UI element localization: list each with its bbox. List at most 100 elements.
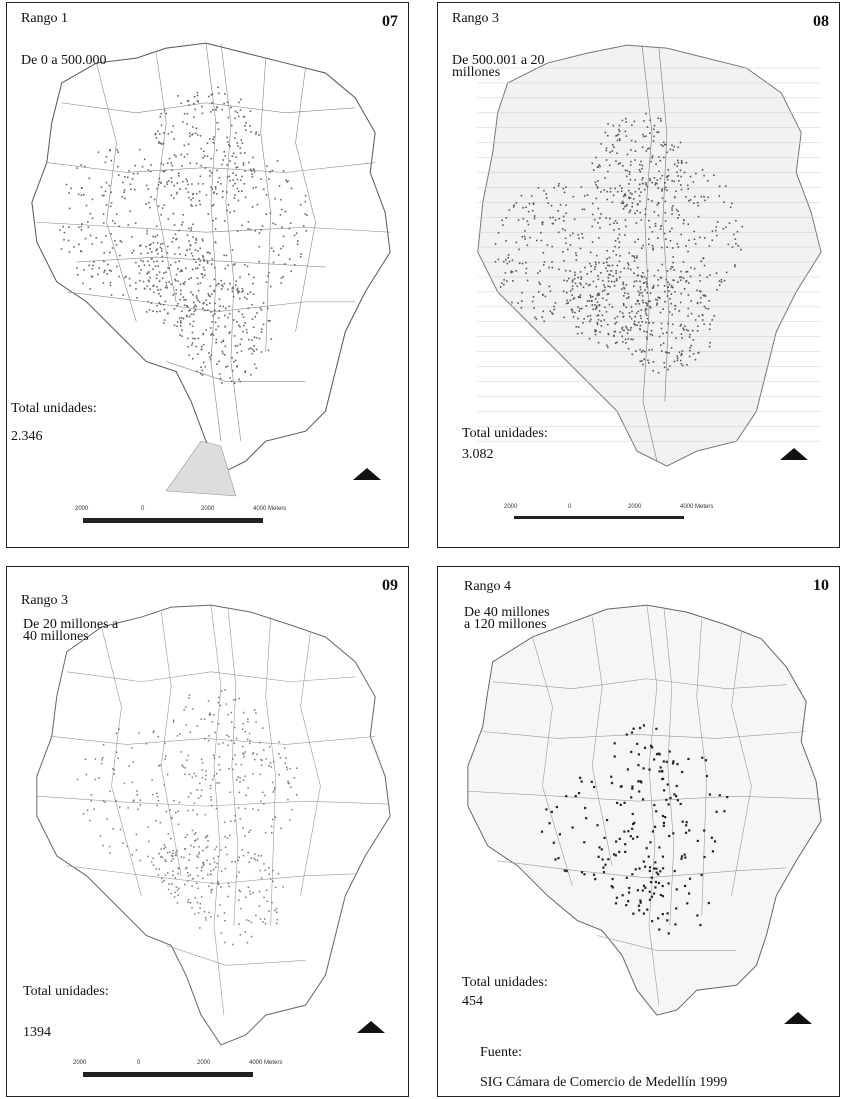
map-point [260,328,263,331]
map-point [165,271,167,274]
map-point [210,796,212,798]
map-point [707,179,709,182]
map-point [186,100,189,102]
map-point [674,923,677,926]
map-point [537,291,540,293]
map-point [205,919,207,921]
map-point [645,847,648,850]
map-point [266,165,268,167]
map-point [293,234,296,237]
map-point [224,941,226,944]
map-point [291,808,293,811]
map-point [649,841,652,844]
map-point [622,302,625,305]
map-point [211,321,213,323]
map-point [208,138,211,140]
map-point [245,328,248,331]
map-point [215,846,218,848]
map-point [606,344,608,347]
map-point [140,252,142,255]
map-point [271,169,274,172]
map-point [169,851,171,854]
map-point [136,172,139,175]
map-point [104,269,106,272]
map-point [251,173,253,176]
map-point [726,795,729,799]
map-point [135,833,138,836]
map-point [639,324,642,327]
map-point [557,185,560,187]
map-point [608,264,611,267]
map-point [553,305,555,308]
map-point [512,205,515,208]
map-point [667,281,669,284]
map-point [109,149,111,152]
map-point [201,238,204,240]
map-point [179,322,182,324]
map-point [282,170,285,172]
map-point [585,817,588,820]
map-point [193,116,195,119]
map-point [246,298,248,300]
map-point [232,152,235,155]
map-point [673,360,676,363]
map-point [149,248,151,250]
map-point [172,212,175,215]
map-point [249,228,252,231]
map-point [147,279,150,282]
map-point [708,328,711,331]
map-point [60,248,63,250]
map-point [699,290,702,293]
map-point [198,851,200,854]
map-point [108,269,111,272]
map-point [622,208,625,210]
map-point [239,776,241,779]
map-point [191,268,194,271]
map-point [152,310,154,313]
map-point [183,304,186,307]
scale-label: 0 [141,506,145,512]
map-point [613,285,616,287]
map-point [660,327,663,330]
map-point [600,325,603,327]
map-point [217,317,220,319]
map-point [251,303,253,306]
map-point [80,225,83,228]
map-point [683,288,686,290]
map-point [620,785,623,788]
map-point [634,241,636,243]
map-point [248,861,250,864]
map-point [191,133,193,136]
map-point [527,223,530,226]
map-point [122,294,125,296]
map-point [693,202,695,205]
map-point [199,907,201,909]
map-point [212,868,215,871]
map-point [161,856,164,859]
map-point [525,206,527,209]
map-point [667,368,669,371]
map-point [180,269,183,271]
map-point [646,304,648,307]
map-point [572,298,575,300]
map-point [620,190,623,193]
map-point [612,250,615,253]
map-point [204,309,206,312]
scale-bar: 2000 0 2000 4000 Meters [500,504,740,533]
map-point [616,152,618,155]
map-point [163,185,166,188]
map-point [207,739,210,742]
map-point [533,215,536,217]
map-point [566,248,569,251]
map-point [179,283,182,286]
map-point [147,272,150,274]
map-point [593,785,596,789]
map-point [305,230,308,232]
map-point [217,701,220,704]
map-point [275,908,278,910]
map-point [653,176,656,179]
map-point [242,330,244,333]
map-point [244,322,247,324]
map-point [634,324,636,326]
map-point [621,326,624,329]
